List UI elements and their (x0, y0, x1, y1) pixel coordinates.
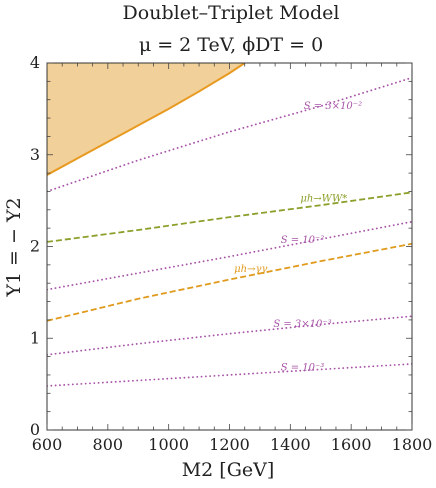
x-tick-label: 800 (93, 435, 124, 454)
y-tick-label: 4 (30, 53, 40, 72)
x-tick-label: 1800 (392, 435, 433, 454)
excluded-region (47, 63, 245, 175)
mu-gg-contour (47, 242, 412, 322)
y-axis-title: Y1 = − Y2 (3, 197, 25, 297)
y-tick-label: 1 (30, 328, 40, 347)
excluded-region-boundary (47, 63, 246, 176)
y-tick-label: 3 (30, 145, 40, 164)
label-mu-gg: μh→γγ (234, 264, 267, 275)
x-tick-label: 600 (32, 435, 63, 454)
plot-area: S = 3×10⁻² μh→WW* S = 10⁻² μh→γγ S = 3×10⁻³ S… (46, 62, 413, 431)
s-1e-3-contour (47, 363, 412, 387)
label-mu-ww: μh→WW* (300, 194, 347, 205)
label-s-3e-3: S = 3×10⁻³ (273, 319, 331, 330)
x-tick-label: 1600 (331, 435, 372, 454)
y-tick-label: 0 (30, 420, 40, 439)
y-axis: 0 1 2 3 4 (30, 53, 412, 439)
s-3e-3-contour (47, 315, 412, 356)
label-s-1e-3: S = 10⁻³ (281, 362, 325, 373)
s-3e-2-contour (47, 76, 412, 193)
y-tick-label: 2 (30, 237, 40, 256)
chart-title: Doublet–Triplet Model (123, 2, 340, 24)
x-tick-label: 1200 (209, 435, 250, 454)
x-tick-label: 1000 (148, 435, 189, 454)
label-s-3e-2: S = 3×10⁻² (304, 101, 362, 112)
label-s-1e-2: S = 10⁻² (281, 235, 325, 246)
chart-subtitle: μ = 2 TeV, ϕDT = 0 (139, 34, 323, 56)
x-tick-label: 1400 (270, 435, 311, 454)
s-1e-2-contour (47, 220, 412, 291)
mu-ww-contour (47, 191, 412, 243)
x-axis-title: M2 [GeV] (182, 459, 275, 481)
x-axis: 600 800 1000 1200 1400 1600 1800 (32, 63, 433, 454)
